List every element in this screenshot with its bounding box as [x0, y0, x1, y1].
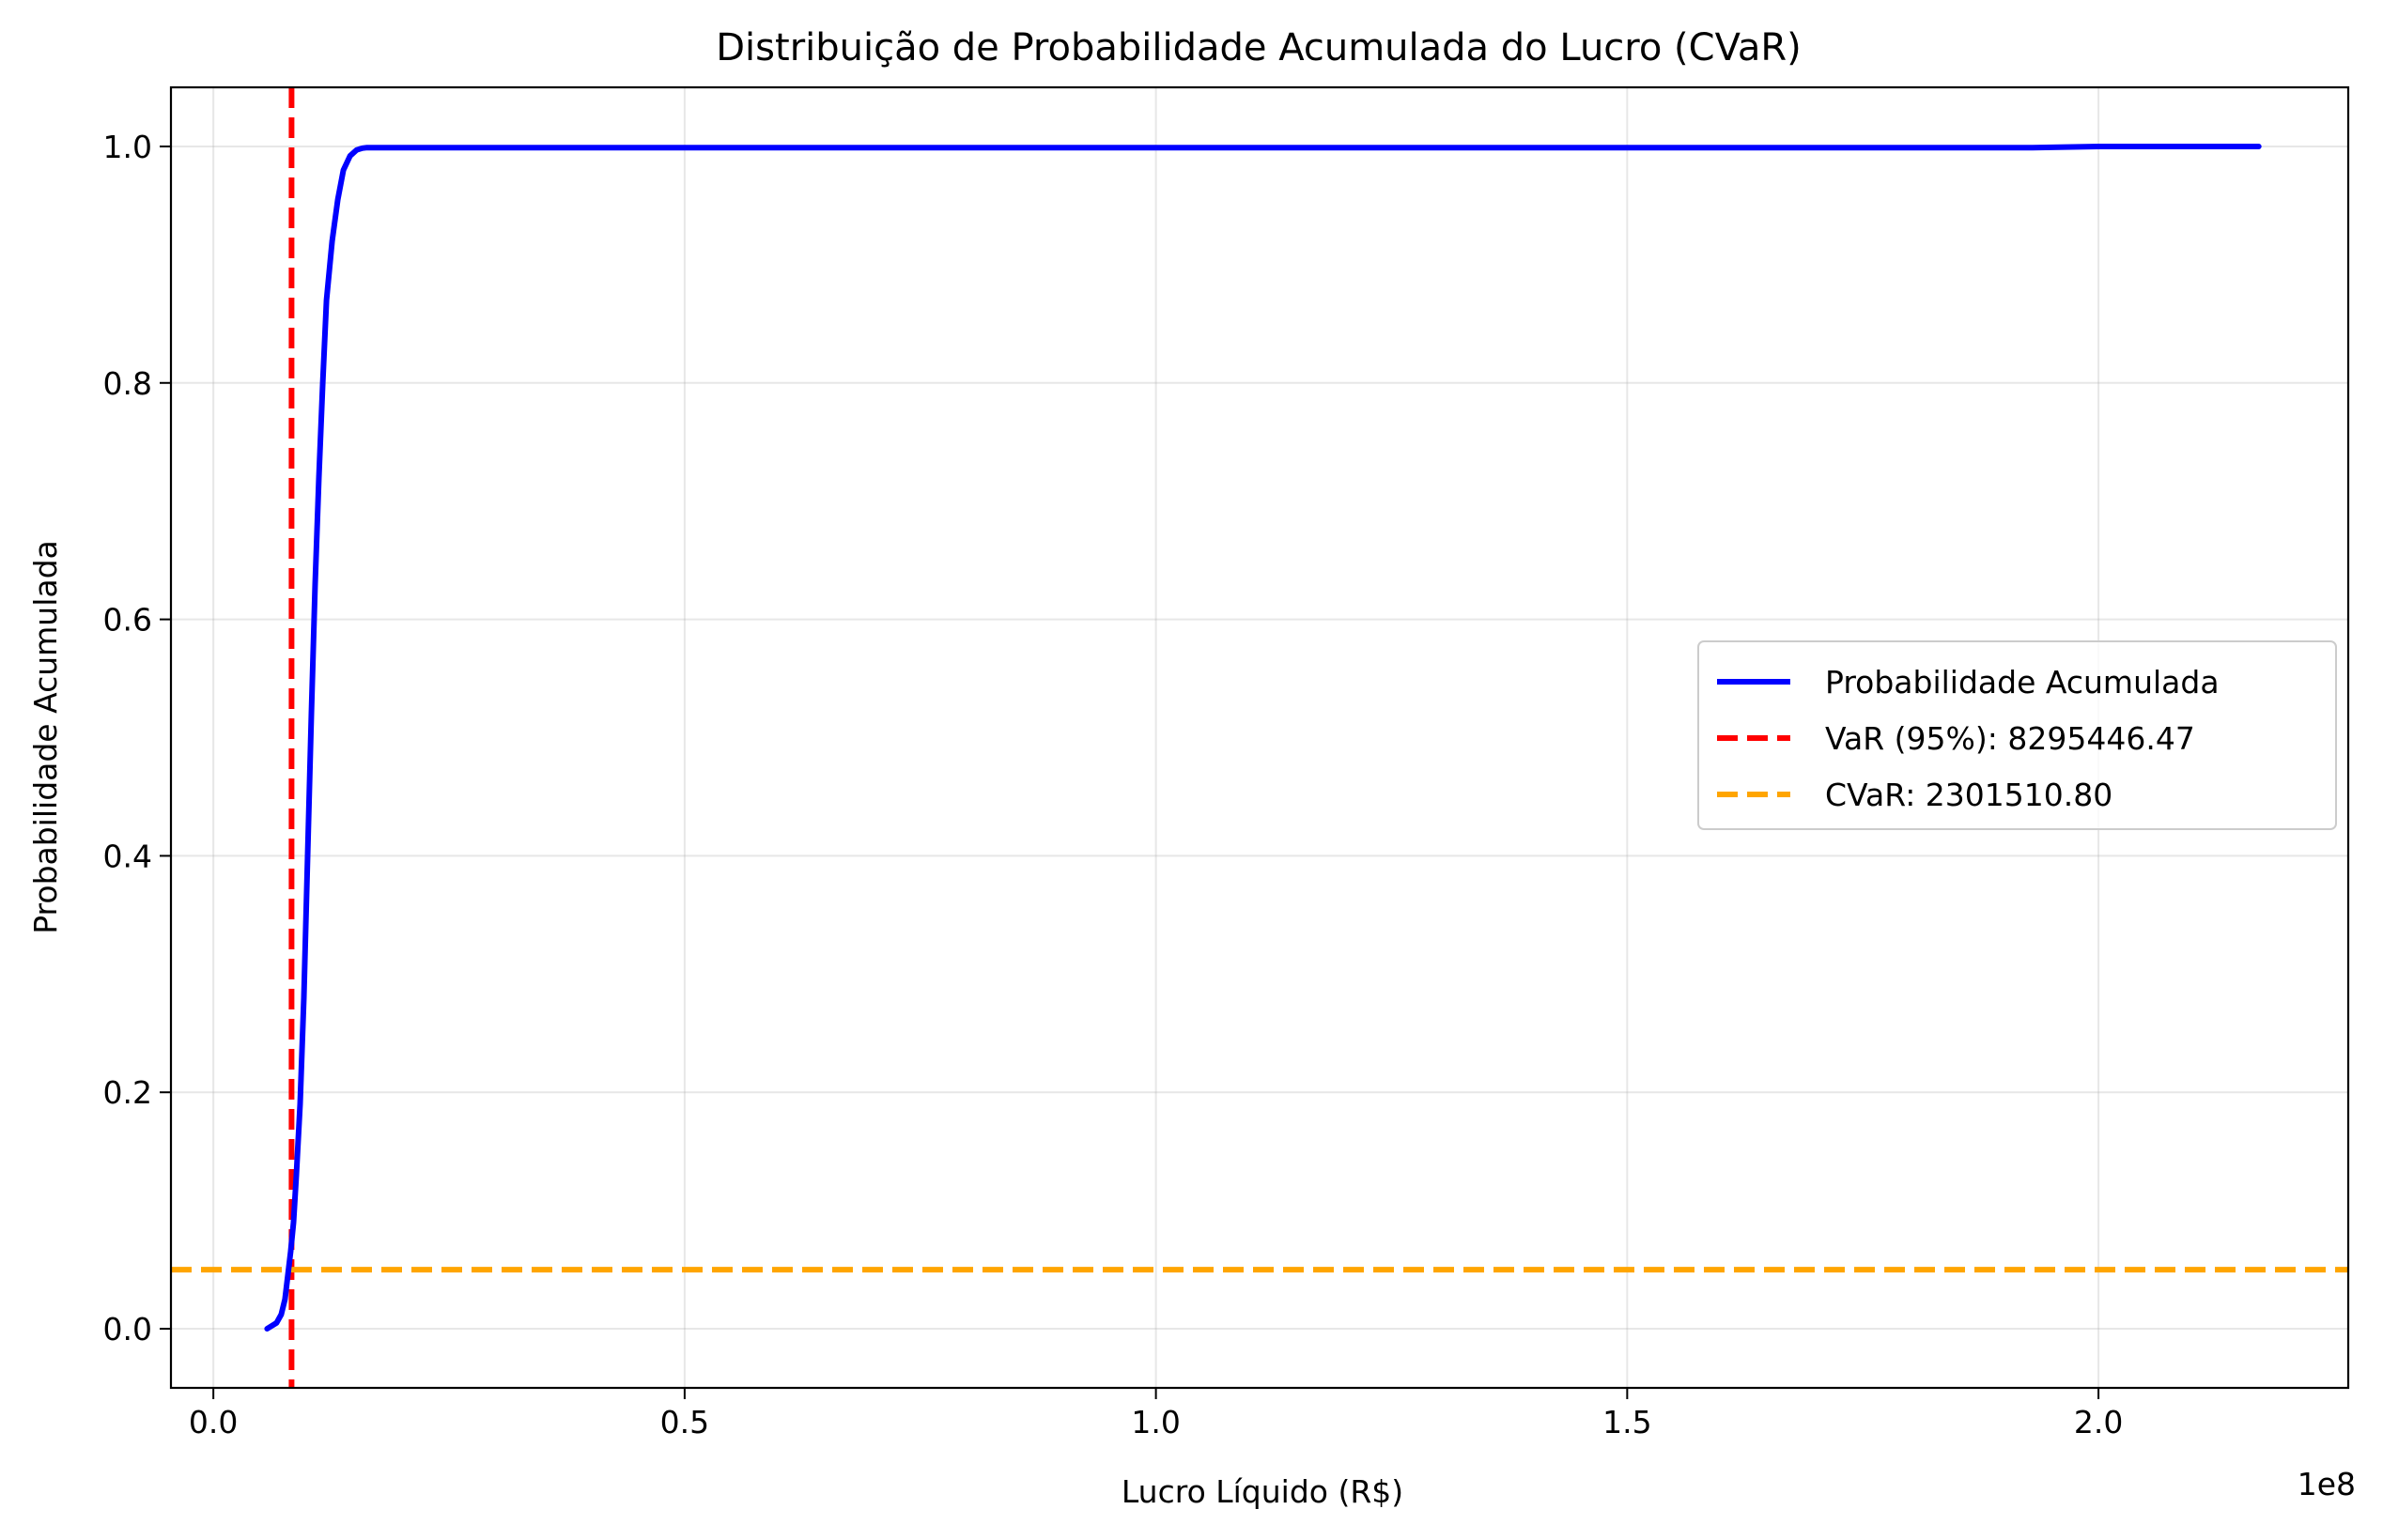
y-axis-ticks: 0.0 0.2 0.4 0.6 0.8 1.0	[103, 129, 171, 1348]
y-axis-label: Probabilidade Acumulada	[27, 540, 64, 934]
legend-entries: Probabilidade Acumulada VaR (95%): 829544…	[1717, 664, 2220, 813]
x-axis-label: Lucro Líquido (R$)	[1122, 1473, 1403, 1510]
legend-label: Probabilidade Acumulada	[1825, 664, 2220, 701]
legend-label: CVaR: 2301510.80	[1825, 777, 2112, 813]
legend-label: VaR (95%): 8295446.47	[1825, 720, 2195, 757]
legend-entry-cumulative: Probabilidade Acumulada	[1717, 664, 2220, 701]
x-axis-offset-label: 1e8	[2298, 1466, 2356, 1502]
y-tick-label: 0.4	[103, 838, 152, 874]
y-tick-label: 1.0	[103, 129, 152, 165]
reference-lines	[171, 87, 2348, 1388]
y-tick-label: 0.2	[103, 1074, 152, 1111]
legend-entry-var: VaR (95%): 8295446.47	[1717, 720, 2195, 757]
plot-frame	[169, 85, 2350, 1390]
x-tick-label: 1.0	[1131, 1404, 1180, 1440]
legend-entry-cvar: CVaR: 2301510.80	[1717, 777, 2112, 813]
x-tick-label: 0.0	[189, 1404, 238, 1440]
series-layer	[264, 144, 2262, 1332]
y-tick-label: 0.6	[103, 602, 152, 639]
x-tick-label: 0.5	[660, 1404, 709, 1440]
x-axis-ticks: 0.0 0.5 1.0 1.5 2.0	[189, 1388, 2123, 1440]
y-tick-label: 0.0	[103, 1311, 152, 1348]
legend-box	[1697, 640, 2337, 830]
x-tick-label: 1.5	[1602, 1404, 1651, 1440]
y-tick-label: 0.8	[103, 365, 152, 402]
x-tick-label: 2.0	[2074, 1404, 2123, 1440]
legend: Probabilidade Acumulada VaR (95%): 829544…	[1697, 640, 2337, 830]
cumulative-probability-line	[264, 144, 2262, 1332]
chart-title: Distribuição de Probabilidade Acumulada …	[716, 26, 1802, 69]
